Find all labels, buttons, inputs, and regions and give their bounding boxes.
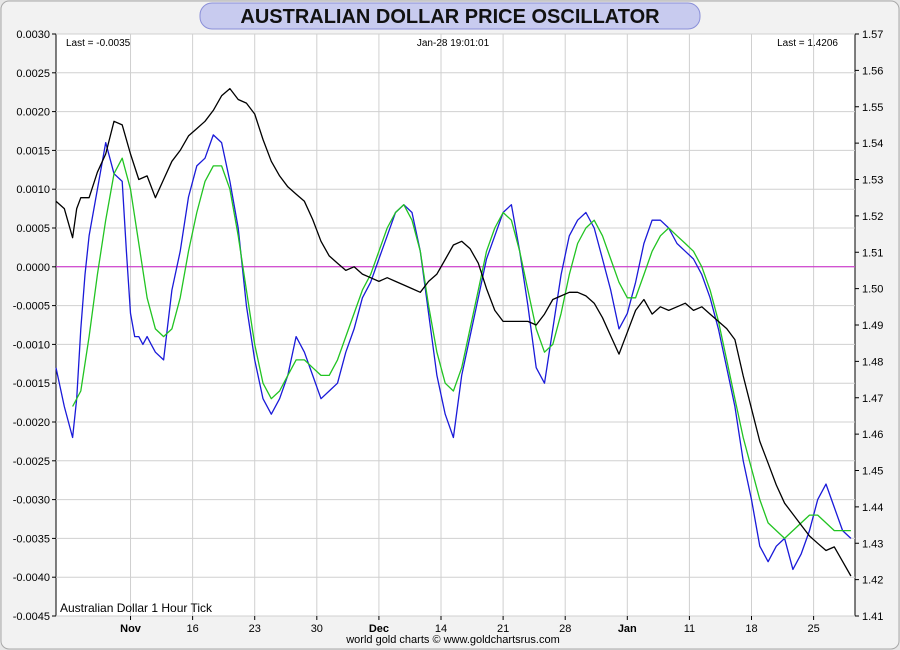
x-tick-label: 28 bbox=[559, 623, 571, 635]
right-tick-label: 1.54 bbox=[862, 138, 883, 150]
right-tick-label: 1.48 bbox=[862, 356, 883, 368]
chart-title: AUSTRALIAN DOLLAR PRICE OSCILLATOR bbox=[240, 6, 660, 28]
plot-area bbox=[55, 33, 856, 617]
signal-line bbox=[72, 157, 851, 540]
series-group bbox=[55, 87, 852, 577]
x-tick-label: 14 bbox=[435, 623, 447, 635]
oscillator-line bbox=[55, 134, 852, 571]
left-tick-label: -0.0025 bbox=[13, 456, 50, 468]
grid bbox=[56, 33, 855, 617]
right-tick-label: 1.44 bbox=[862, 502, 883, 514]
x-tick-label: Jan bbox=[618, 623, 637, 635]
right-tick-label: 1.56 bbox=[862, 65, 883, 77]
left-tick-label: -0.0045 bbox=[13, 611, 50, 623]
right-tick-label: 1.45 bbox=[862, 466, 883, 478]
price-line bbox=[55, 87, 852, 577]
left-tick-label: -0.0015 bbox=[13, 378, 50, 390]
right-axis-ticks: 1.57 1.56 1.55 1.54 1.53 1.52 1.51 1.50 1.49 1.48… bbox=[855, 29, 883, 623]
left-tick-label: 0.0010 bbox=[16, 184, 50, 196]
x-tick-label: Nov bbox=[120, 623, 142, 635]
left-tick-label: -0.0020 bbox=[13, 417, 50, 429]
left-tick-label: -0.0005 bbox=[13, 301, 50, 313]
footer-credit: world gold charts © www.goldchartsrus.co… bbox=[345, 634, 560, 646]
right-tick-label: 1.42 bbox=[862, 575, 883, 587]
x-tick-label: 16 bbox=[186, 623, 198, 635]
right-tick-label: 1.55 bbox=[862, 102, 883, 114]
left-tick-label: 0.0005 bbox=[16, 223, 50, 235]
left-tick-label: -0.0040 bbox=[13, 572, 50, 584]
timestamp-label: Jan-28 19:01:01 bbox=[417, 38, 490, 49]
x-tick-label: Dec bbox=[369, 623, 389, 635]
x-axis-ticks: Nov 16 23 30 Dec 14 21 28 Jan 11 18 25 bbox=[120, 616, 820, 635]
right-tick-label: 1.49 bbox=[862, 320, 883, 332]
x-tick-label: 25 bbox=[807, 623, 819, 635]
x-tick-label: 11 bbox=[684, 623, 695, 635]
left-tick-label: -0.0010 bbox=[13, 339, 50, 351]
right-tick-label: 1.43 bbox=[862, 538, 883, 550]
x-tick-label: 30 bbox=[311, 623, 323, 635]
last-price-label: Last = 1.4206 bbox=[777, 38, 838, 49]
legend-label: Australian Dollar 1 Hour Tick bbox=[60, 601, 213, 615]
x-tick-label: 23 bbox=[249, 623, 261, 635]
x-tick-label: 18 bbox=[745, 623, 757, 635]
right-tick-label: 1.57 bbox=[862, 29, 883, 41]
right-tick-label: 1.52 bbox=[862, 211, 883, 223]
last-oscillator-label: Last = -0.0035 bbox=[66, 38, 131, 49]
left-tick-label: 0.0015 bbox=[16, 145, 50, 157]
right-tick-label: 1.46 bbox=[862, 429, 883, 441]
left-tick-label: -0.0030 bbox=[13, 495, 50, 507]
left-tick-label: 0.0025 bbox=[16, 68, 50, 80]
title-banner bbox=[199, 2, 701, 30]
left-axis-ticks: 0.0030 0.0025 0.0020 0.0015 0.0010 0.0005 0.00… bbox=[13, 29, 56, 623]
left-tick-label: -0.0035 bbox=[13, 533, 50, 545]
x-tick-label: 21 bbox=[497, 623, 509, 635]
right-tick-label: 1.50 bbox=[862, 284, 883, 296]
right-tick-label: 1.53 bbox=[862, 175, 883, 187]
left-tick-label: 0.0030 bbox=[16, 29, 50, 41]
right-tick-label: 1.47 bbox=[862, 393, 883, 405]
left-tick-label: 0.0020 bbox=[16, 107, 50, 119]
right-tick-label: 1.51 bbox=[862, 247, 883, 259]
left-tick-label: 0.0000 bbox=[16, 262, 50, 274]
right-tick-label: 1.41 bbox=[862, 611, 883, 623]
